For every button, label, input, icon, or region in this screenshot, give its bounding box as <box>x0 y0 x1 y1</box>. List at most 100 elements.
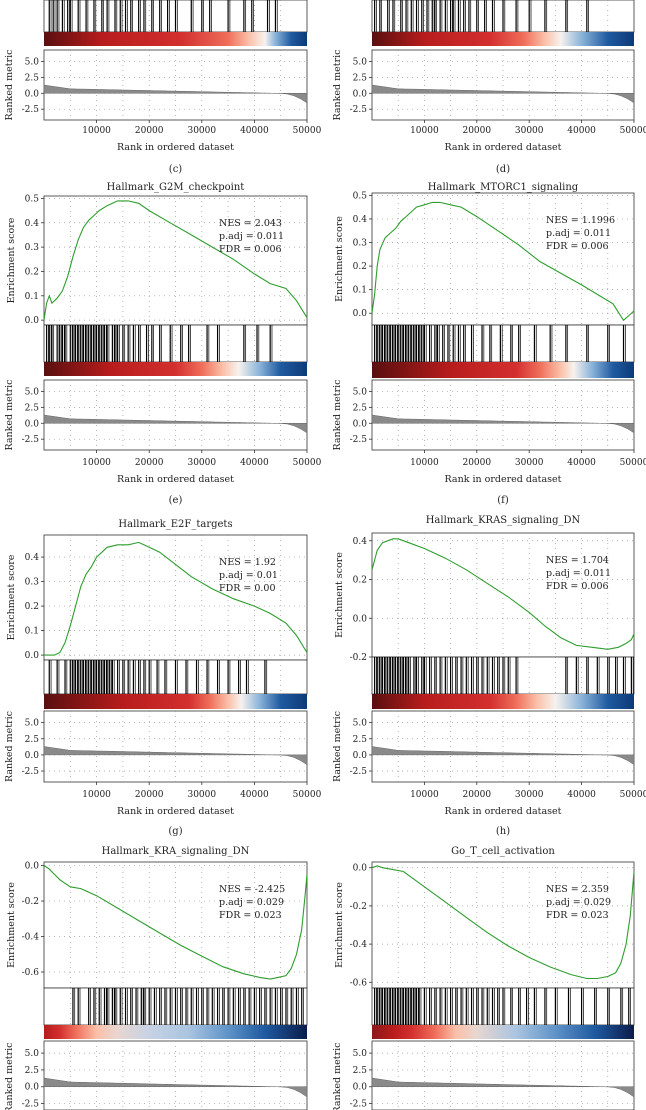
es-curve-line <box>43 200 308 321</box>
ranked-metric-area <box>43 84 308 104</box>
es-tick-label: -0.4 <box>350 940 368 950</box>
metric-ylabel: Ranked metric <box>4 50 15 121</box>
x-tick-label: 20000 <box>462 790 491 800</box>
metric-tick-label: -2.5 <box>350 1100 368 1110</box>
metric-tick-label: 0.0 <box>25 89 40 99</box>
rank-color-bar <box>372 694 634 709</box>
x-axis-label: Rank in ordered dataset <box>117 806 234 817</box>
metric-tick-label: 2.5 <box>25 403 40 413</box>
gsea-panel-j: Go_T_cell_activation -0.6 -0.4 -0.2 0.0 NES =… <box>332 846 635 1110</box>
panel-label: (f) <box>497 495 509 506</box>
metric-tick-label: 0.0 <box>353 1083 368 1093</box>
stat-text: p.adj = 0.011 <box>546 228 611 239</box>
x-tick-label: 30000 <box>187 126 216 136</box>
x-tick-label: 30000 <box>515 790 544 800</box>
x-tick-label: 50000 <box>293 790 322 800</box>
stat-text: p.adj = 0.011 <box>219 231 284 242</box>
metric-tick-label: 2.5 <box>25 1066 40 1076</box>
x-tick-label: 10000 <box>410 126 439 136</box>
metric-tick-label: 0.0 <box>353 419 368 429</box>
metric-tick-label: 2.5 <box>353 73 368 83</box>
es-curve-line <box>44 541 308 656</box>
stat-text: NES = 1.1996 <box>546 215 615 226</box>
es-tick-label: 0.0 <box>25 316 40 326</box>
metric-tick-label: 5.0 <box>25 387 40 397</box>
stat-text: FDR = 0.006 <box>546 241 609 252</box>
x-tick-label: 20000 <box>135 126 164 136</box>
es-curve-line <box>371 865 635 980</box>
stat-text: NES = 2.359 <box>546 884 609 895</box>
rank-color-bar <box>44 362 307 376</box>
stat-text: NES = 1.704 <box>546 555 609 566</box>
ranked-metric-area <box>371 1077 635 1098</box>
gsea-panel-f: Hallmark_MTORC1_signaling 0.0 0.1 0.2 0.3 0.4… <box>332 182 646 506</box>
es-tick-label: 0.1 <box>353 286 367 296</box>
es-ylabel: Enrichment score <box>6 554 17 640</box>
metric-tick-label: 2.5 <box>25 73 40 83</box>
panel-label: (c) <box>169 164 183 175</box>
panel-label: (d) <box>496 164 510 175</box>
rank-color-bar <box>372 1025 634 1039</box>
es-tick-label: -0.2 <box>350 653 367 663</box>
gsea-panel-c: 5.0 2.5 0.0 -2.5 Ranked metric 10000 20000 3000… <box>4 0 322 175</box>
gsea-panel-i: Hallmark_KRA_signaling_DN -0.6 -0.4 -0.2 0.0… <box>4 846 308 1110</box>
metric-tick-label: 2.5 <box>353 403 368 413</box>
stat-text: p.adj = 0.029 <box>546 897 611 908</box>
stat-text: NES = -2.425 <box>219 884 285 895</box>
x-tick-label: 40000 <box>567 458 596 468</box>
metric-ylabel: Ranked metric <box>332 1043 343 1110</box>
es-tick-label: 0.1 <box>25 292 39 302</box>
es-tick-label: 0.5 <box>25 194 40 204</box>
stat-text: FDR = 0.006 <box>219 244 282 255</box>
x-tick-label: 50000 <box>293 458 322 468</box>
metric-tick-label: -2.5 <box>350 105 368 115</box>
metric-tick-label: 5.0 <box>25 57 40 67</box>
x-tick-label: 50000 <box>620 458 646 468</box>
x-tick-label: 10000 <box>410 458 439 468</box>
x-tick-label: 10000 <box>82 790 111 800</box>
panel-label: (g) <box>168 826 182 837</box>
x-tick-label: 20000 <box>135 458 164 468</box>
x-tick-label: 20000 <box>135 790 164 800</box>
metric-tick-label: -2.5 <box>22 105 40 115</box>
es-tick-label: -0.2 <box>22 897 39 907</box>
panel-title: Hallmark_MTORC1_signaling <box>428 182 579 193</box>
es-tick-label: 0.2 <box>25 267 39 277</box>
x-axis-label: Rank in ordered dataset <box>445 806 562 817</box>
metric-ylabel: Ranked metric <box>4 380 15 451</box>
metric-ylabel: Ranked metric <box>332 711 343 782</box>
es-tick-label: 0.0 <box>25 862 40 872</box>
es-ylabel: Enrichment score <box>334 216 345 302</box>
es-tick-label: -0.6 <box>22 968 40 978</box>
es-frame <box>371 861 635 989</box>
x-tick-label: 50000 <box>293 126 322 136</box>
es-tick-label: -0.4 <box>22 933 40 943</box>
stat-text: p.adj = 0.011 <box>546 568 611 579</box>
x-tick-label: 10000 <box>82 126 111 136</box>
gsea-panel-d: 5.0 2.5 0.0 -2.5 Ranked metric 10000 20000 3000… <box>332 0 646 175</box>
ranked-metric-area <box>371 414 635 434</box>
x-tick-label: 30000 <box>187 458 216 468</box>
rank-color-bar <box>44 1025 307 1039</box>
x-tick-label: 50000 <box>620 126 646 136</box>
x-axis-label: Rank in ordered dataset <box>445 142 562 153</box>
metric-tick-label: 5.0 <box>25 1049 40 1059</box>
es-frame <box>43 861 308 989</box>
es-tick-label: 0.2 <box>353 262 367 272</box>
stat-text: FDR = 0.006 <box>546 581 609 592</box>
es-tick-label: 0.3 <box>25 578 40 588</box>
es-ylabel: Enrichment score <box>334 882 345 968</box>
metric-tick-label: -2.5 <box>22 435 40 445</box>
metric-tick-label: -2.5 <box>350 435 368 445</box>
x-tick-label: 10000 <box>410 790 439 800</box>
es-ylabel: Enrichment score <box>334 552 345 638</box>
panel-title: Hallmark_KRA_signaling_DN <box>102 846 250 857</box>
es-tick-label: 0.0 <box>25 651 40 661</box>
stat-text: NES = 2.043 <box>219 218 282 229</box>
x-tick-label: 30000 <box>515 126 544 136</box>
panel-title: Hallmark_G2M_checkpoint <box>107 182 245 193</box>
x-tick-label: 40000 <box>240 790 269 800</box>
metric-tick-label: 0.0 <box>25 1083 40 1093</box>
gsea-panel-g: Hallmark_E2F_targets 0.0 0.1 0.2 0.3 0.4 NES =… <box>4 519 322 837</box>
